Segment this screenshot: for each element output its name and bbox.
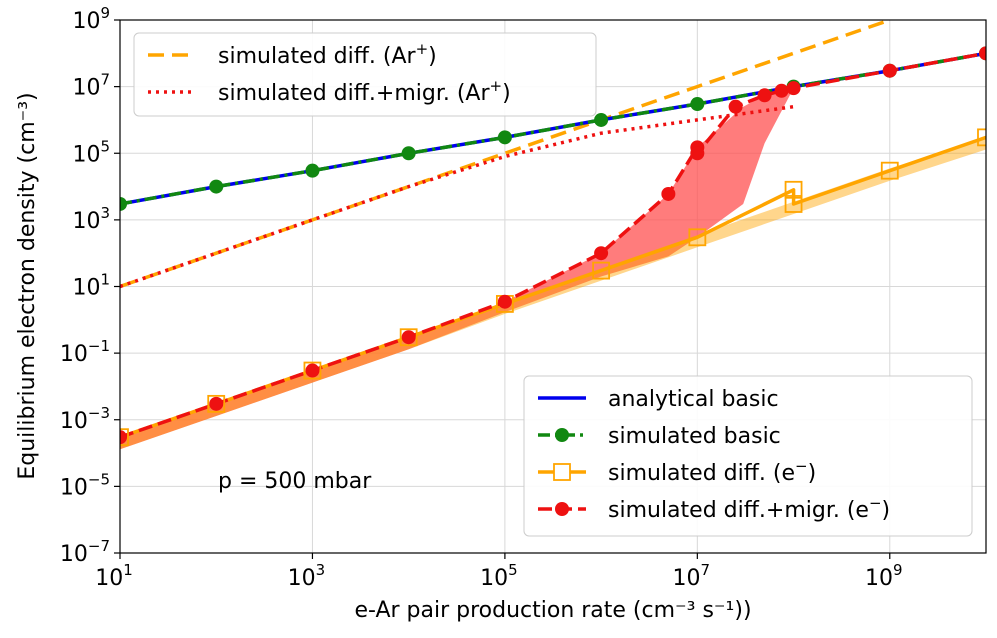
legend-marker-3: [555, 428, 569, 442]
legend-label-0: simulated diff. (Ar+): [218, 40, 437, 69]
y-tick-label-0: 10−7: [60, 537, 110, 567]
x-tick-label-4: 109: [865, 561, 903, 591]
series-4-point-2: [303, 361, 322, 380]
legend-top-frame: [133, 32, 597, 117]
y-tick-label-7: 107: [72, 71, 110, 101]
diff-migr-band: [120, 88, 794, 450]
legend-bottom-frame: [523, 375, 973, 537]
y-tick-label-4: 101: [72, 271, 110, 301]
series-4-point-3: [399, 328, 418, 347]
y-tick-label-2: 10−3: [60, 404, 110, 434]
diff-band: [120, 137, 986, 450]
series-4-point-0: [120, 428, 129, 447]
series-5-point-4: [497, 294, 512, 309]
series-3-point-4: [497, 130, 512, 145]
series-3-point-2: [305, 163, 320, 178]
pressure-annotation: p = 500 mbar: [218, 469, 372, 494]
series-5-point-8: [690, 146, 705, 161]
x-tick-label-3: 107: [673, 561, 711, 591]
legend-marker-5: [555, 502, 569, 516]
series-5-point-2: [305, 363, 320, 378]
x-tick-label-1: 103: [288, 561, 326, 591]
series-5-point-3: [401, 330, 416, 345]
y-tick-label-6: 105: [72, 137, 110, 167]
y-tick-label-5: 103: [72, 204, 110, 234]
y-tick-label-8: 109: [72, 4, 110, 34]
series-line-0: [120, 20, 891, 289]
x-axis-title: e-Ar pair production rate (cm⁻³ s⁻¹)): [354, 598, 751, 623]
series-line-3: [120, 51, 986, 206]
series-5-point-10: [757, 88, 772, 103]
legend-marker-4: [553, 463, 571, 481]
series-4-point-5: [592, 261, 611, 280]
series-5-point-6: [661, 186, 676, 201]
series-5-point-14: [979, 46, 986, 61]
series-5-point-5: [594, 246, 609, 261]
y-axis-title: Equilibrium electron density (cm⁻³): [15, 92, 40, 479]
legend-label-3: simulated basic: [608, 424, 781, 449]
series-5-point-13: [882, 63, 897, 78]
series-5-point-11: [774, 83, 789, 98]
legend-label-4: simulated diff. (e−): [608, 457, 816, 486]
series-5-point-9: [728, 99, 743, 114]
series-5-point-0: [120, 430, 127, 445]
series-4-point-9: [880, 161, 899, 180]
legend-label-5: simulated diff.+migr. (e−): [608, 494, 890, 523]
legend-bottom-right: analytical basic simulated basic simulated…: [523, 375, 973, 537]
series-4-point-6: [688, 228, 707, 247]
x-tick-label-0: 101: [95, 561, 133, 591]
x-tick-label-2: 105: [480, 561, 518, 591]
series-4-point-7: [784, 180, 803, 199]
series-3-point-0: [120, 196, 127, 211]
series-markers: [120, 46, 986, 447]
series-3-point-5: [594, 112, 609, 127]
series-4-point-10: [977, 128, 986, 147]
series-line-1: [120, 104, 794, 289]
series-3-point-1: [209, 179, 224, 194]
y-tick-label-1: 10−5: [60, 470, 110, 500]
series-5-point-1: [209, 396, 224, 411]
y-tick-label-3: 10−1: [60, 337, 110, 367]
series-5-point-12: [786, 81, 801, 96]
legend-top-left: simulated diff. (Ar+) simulated diff.+mig…: [133, 32, 597, 117]
series-3-point-3: [401, 146, 416, 161]
bands: [120, 88, 986, 450]
series-3-point-6: [690, 97, 705, 112]
series-4-point-8: [784, 195, 803, 213]
legend-label-1: simulated diff.+migr. (Ar+): [218, 77, 511, 106]
series-4-point-1: [207, 394, 226, 413]
legend-label-2: analytical basic: [608, 387, 779, 412]
